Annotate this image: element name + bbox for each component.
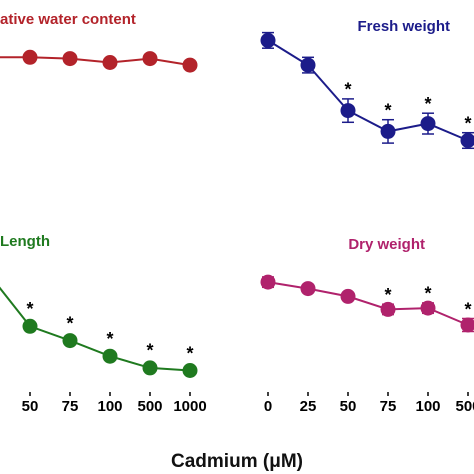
data-point [142,51,158,67]
panel-title: Fresh weight [357,18,450,35]
significance-mark: * [146,341,153,361]
x-axis-label: Cadmium (μM) [171,451,303,472]
x-tick-label: 75 [62,398,79,415]
data-point [62,333,78,349]
x-tick-label: 500 [455,398,474,415]
data-point [22,49,38,65]
data-point [420,116,436,132]
panel-title: ative water content [0,11,136,28]
significance-mark: * [384,285,391,305]
significance-mark: * [464,299,471,319]
data-point [142,360,158,376]
data-point [460,317,474,333]
data-point [182,57,198,73]
series-line [267,39,469,142]
data-point [62,51,78,67]
data-point [340,288,356,304]
data-point [182,363,198,378]
x-tick-label: 100 [415,398,440,415]
significance-mark: * [384,100,391,120]
significance-mark: * [464,113,471,133]
data-point [260,274,276,290]
x-tick-label: 75 [380,398,397,415]
significance-mark: * [186,343,193,363]
x-tick-label: 0 [264,398,272,415]
significance-mark: * [424,94,431,114]
data-point [300,281,316,297]
x-tick-label: 500 [137,398,162,415]
significance-mark: * [66,313,73,333]
panel-title: Dry weight [348,236,425,253]
data-point [420,300,436,316]
x-tick-label: 50 [340,398,357,415]
x-tick-label: 25 [300,398,317,415]
data-point [102,55,118,70]
x-tick-label: 1000 [173,398,206,415]
x-tick-label: 50 [22,398,39,415]
significance-mark: * [344,80,351,100]
data-point [380,123,396,139]
data-point [300,57,316,73]
data-point [340,103,356,119]
data-point [22,318,38,334]
significance-mark: * [26,299,33,319]
significance-mark: * [106,329,113,349]
data-point [102,348,118,364]
data-point [260,32,276,48]
significance-mark: * [424,284,431,304]
data-point [380,301,396,317]
data-point [460,133,474,148]
series-line [267,281,469,326]
panel-title: Length [0,233,50,250]
x-tick-label: 100 [97,398,122,415]
